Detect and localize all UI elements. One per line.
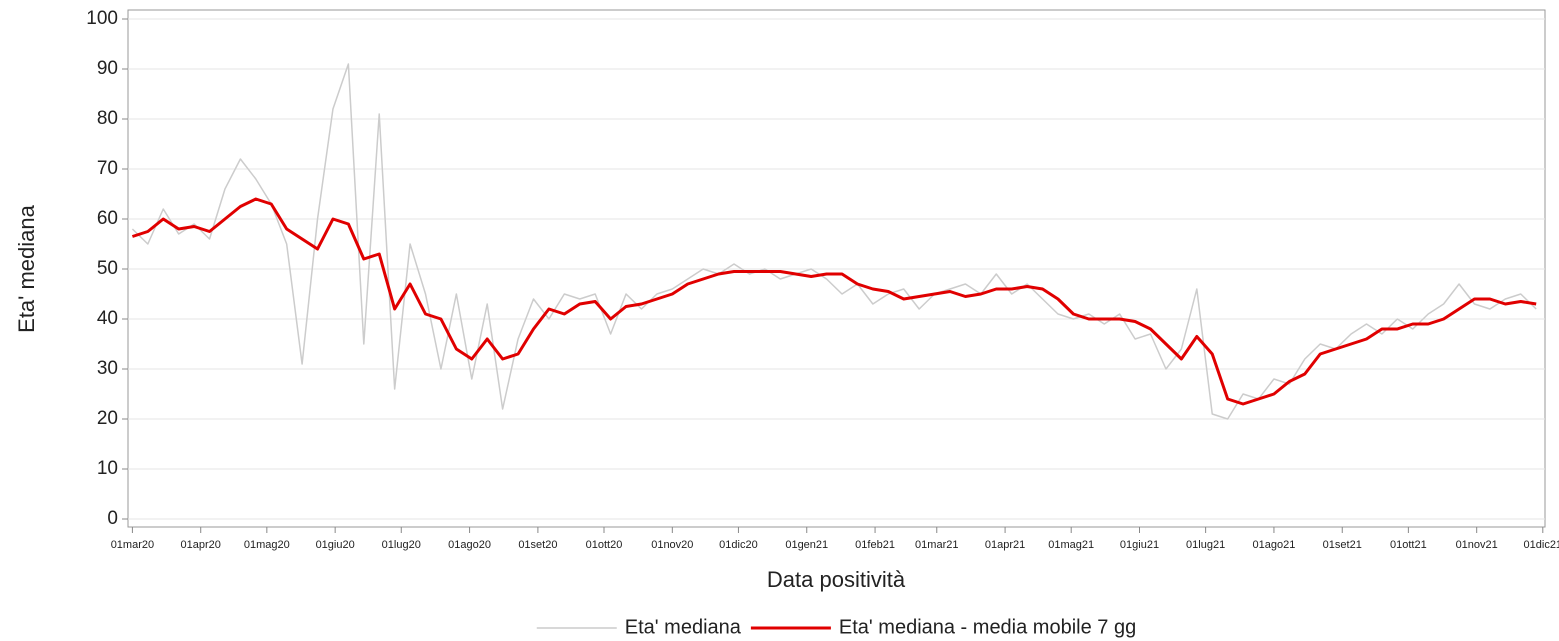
legend-label: Eta' mediana - media mobile 7 gg [839, 616, 1136, 638]
x-tick-label: 01dic20 [719, 539, 758, 551]
y-tick-label: 60 [97, 208, 118, 229]
x-tick-label: 01lug21 [1186, 539, 1225, 551]
y-tick-label: 0 [107, 508, 118, 529]
y-tick-label: 10 [97, 458, 118, 479]
y-tick-label: 30 [97, 358, 118, 379]
x-tick-label: 01ott21 [1390, 539, 1427, 551]
y-tick-label: 70 [97, 158, 118, 179]
x-tick-label: 01ago21 [1253, 539, 1296, 551]
x-tick-label: 01lug20 [382, 539, 421, 551]
y-tick-label: 90 [97, 58, 118, 79]
x-tick-label: 01ott20 [586, 539, 623, 551]
x-tick-label: 01apr21 [985, 539, 1025, 551]
y-tick-label: 80 [97, 108, 118, 129]
x-tick-label: 01giu20 [316, 539, 355, 551]
x-tick-label: 01feb21 [855, 539, 895, 551]
y-tick-label: 50 [97, 258, 118, 279]
x-tick-label: 01mar21 [915, 539, 958, 551]
x-tick-label: 01giu21 [1120, 539, 1159, 551]
y-axis-label: Eta' mediana [14, 204, 39, 332]
y-tick-label: 40 [97, 308, 118, 329]
x-tick-label: 01ago20 [448, 539, 491, 551]
y-tick-label: 20 [97, 408, 118, 429]
x-tick-label: 01dic21 [1524, 539, 1559, 551]
x-axis-label: Data positività [767, 567, 906, 592]
x-tick-label: 01mag21 [1048, 539, 1094, 551]
y-tick-label: 100 [86, 8, 118, 29]
series-line [131, 63, 1537, 420]
x-tick-label: 01gen21 [785, 539, 828, 551]
x-tick-label: 01mag20 [244, 539, 290, 551]
x-tick-label: 01nov21 [1456, 539, 1498, 551]
x-tick-label: 01apr20 [181, 539, 221, 551]
x-tick-label: 01set20 [518, 539, 557, 551]
x-tick-label: 01mar20 [111, 539, 154, 551]
x-tick-label: 01set21 [1323, 539, 1362, 551]
series-line [131, 197, 1537, 406]
legend-label: Eta' mediana [625, 616, 742, 638]
x-tick-label: 01nov20 [651, 539, 693, 551]
